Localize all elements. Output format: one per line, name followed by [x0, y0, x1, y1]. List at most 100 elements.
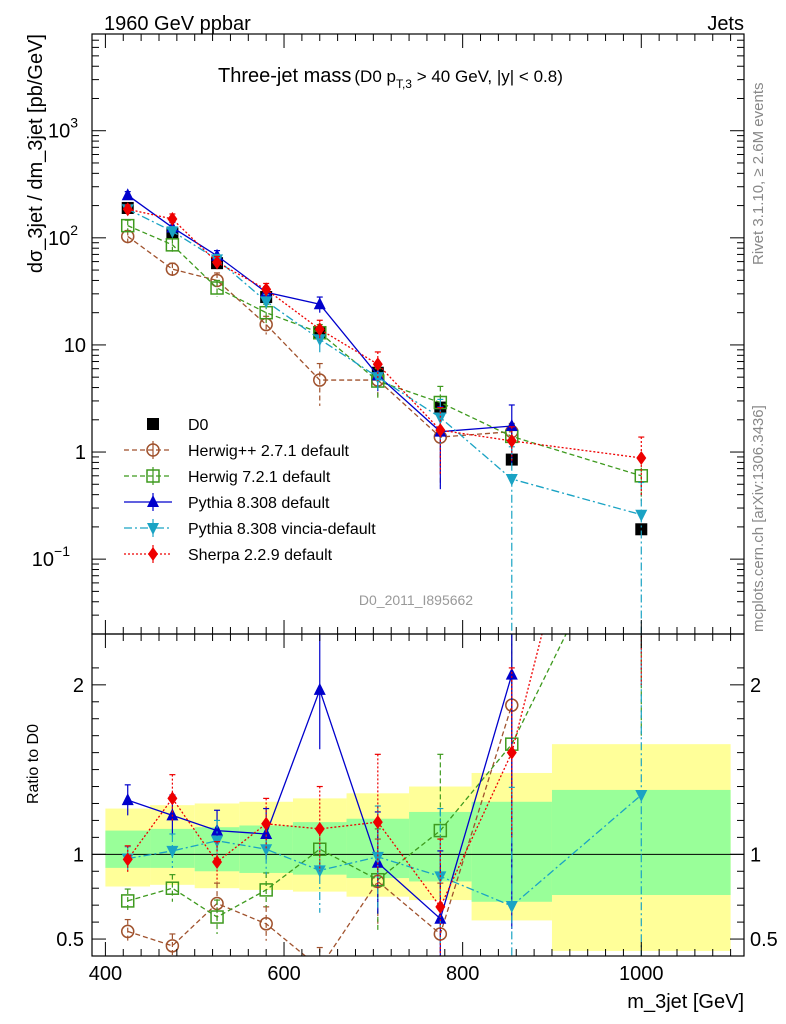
data-point [372, 357, 383, 372]
ratio-y-tick-label-right: 0.5 [750, 929, 778, 951]
data-point [372, 815, 383, 830]
data-point [259, 883, 273, 897]
data-point [260, 826, 273, 839]
legend-label: Sherpa 2.2.9 default [188, 547, 333, 564]
rivet-label: Rivet 3.1.10, ≥ 2.6M events [750, 83, 767, 266]
series-line [127, 634, 567, 918]
data-point [314, 962, 326, 974]
legend-marker [147, 523, 159, 535]
legend: D0 Herwig++ 2.7.1 default Herwig 7.2.1 def… [124, 417, 376, 564]
legend-marker [147, 418, 159, 430]
data-point [210, 273, 224, 288]
data-point [505, 419, 518, 432]
mcplots-label: mcplots.cern.ch [arXiv:1306.3436] [750, 405, 767, 632]
data-point [120, 924, 135, 939]
plot-title-sub: (D0 p [354, 67, 396, 86]
legend-entry: Sherpa 2.2.9 default [124, 545, 333, 564]
x-tick-label: 800 [446, 963, 479, 985]
data-point [313, 865, 326, 878]
legend-marker [147, 495, 159, 507]
data-point [167, 211, 178, 226]
plot-title-main: Three-jet mass [218, 65, 351, 87]
series-line [127, 208, 642, 516]
data-point [313, 373, 327, 387]
series-sherpa-2-2-9-default [122, 634, 642, 956]
data-point [165, 881, 180, 895]
ratio-y-tick-label-right: 2 [750, 675, 761, 697]
ratio-y-tick-label-right: 1 [750, 844, 761, 866]
data-point [314, 821, 325, 836]
data-point [167, 791, 178, 806]
data-point [635, 523, 648, 536]
legend-entry: Herwig++ 2.7.1 default [124, 441, 350, 460]
series-sherpa-2-2-9-default [122, 202, 647, 498]
data-point [505, 474, 518, 487]
data-point [122, 852, 133, 867]
series-line [127, 704, 513, 956]
data-point [210, 281, 224, 295]
legend-marker [146, 469, 160, 483]
legend-entry: D0 [147, 417, 209, 434]
data-point [435, 899, 446, 914]
data-point [506, 745, 517, 760]
ratio-y-tick-label-left: 0.5 [56, 929, 84, 951]
data-point [166, 226, 179, 239]
data-point [313, 334, 326, 347]
ratio-series-group [120, 634, 648, 974]
main-series-layer [120, 188, 649, 634]
data-point [211, 823, 224, 836]
data-point [122, 202, 133, 217]
ratio-y-tick-label-left: 2 [73, 675, 84, 697]
data-point [165, 939, 180, 953]
data-point [260, 296, 273, 309]
data-point [635, 509, 648, 522]
data-point [259, 917, 273, 931]
data-point [636, 450, 647, 465]
legend-label: Herwig 7.2.1 default [188, 469, 331, 486]
data-point [260, 844, 273, 857]
energy-label: 1960 GeV ppbar [104, 13, 251, 35]
data-point [165, 262, 180, 276]
plot-title-sub-tail: > 40 GeV, |y| < 0.8) [412, 67, 563, 86]
series-line [127, 208, 642, 459]
data-point [120, 894, 135, 908]
data-point [505, 901, 518, 914]
x-tick-label: 600 [267, 963, 300, 985]
data-point [165, 238, 180, 252]
y-tick-label: 1 [75, 442, 86, 464]
data-point [121, 188, 134, 201]
legend-entry: Pythia 8.308 vincia-default [124, 519, 376, 538]
data-point [434, 871, 447, 884]
legend-marker [148, 547, 158, 561]
main-series-group [120, 188, 649, 634]
y-tick-label: 102 [48, 222, 78, 250]
data-point [121, 793, 134, 806]
data-point [506, 433, 517, 448]
plot-title: Three-jet mass (D0 pT,3 > 40 GeV, |y| < 0… [218, 65, 563, 91]
legend-label: D0 [188, 417, 209, 434]
data-point [210, 910, 224, 924]
data-point [314, 322, 325, 337]
x-tick-label: 400 [89, 963, 122, 985]
main-y-axis-title: dσ_3jet / dm_3jet [pb/GeV] [25, 34, 47, 273]
data-point [371, 372, 384, 385]
data-point [434, 412, 447, 425]
ratio-frame [91, 633, 745, 957]
series-line [127, 194, 512, 433]
series-pythia-8-308-default [121, 634, 518, 956]
data-point [261, 282, 272, 297]
legend-label: Pythia 8.308 vincia-default [188, 521, 376, 538]
data-point [120, 218, 135, 233]
axes-layer: 400 600 800 1000 10−1 1 10 102 103 0.5 0.5 1 1 2 2 [32, 33, 778, 985]
y-tick-label: 10−1 [32, 543, 70, 571]
data-point [434, 911, 447, 924]
legend-entry: Pythia 8.308 default [124, 493, 330, 512]
data-point [166, 808, 179, 821]
y-tick-label: 10 [64, 335, 86, 357]
x-tick-label: 1000 [619, 963, 664, 985]
plot-title-sub-sub: T,3 [396, 77, 412, 91]
process-label: Jets [707, 13, 744, 35]
main-frame [91, 33, 745, 635]
legend-label: Pythia 8.308 default [188, 495, 330, 512]
